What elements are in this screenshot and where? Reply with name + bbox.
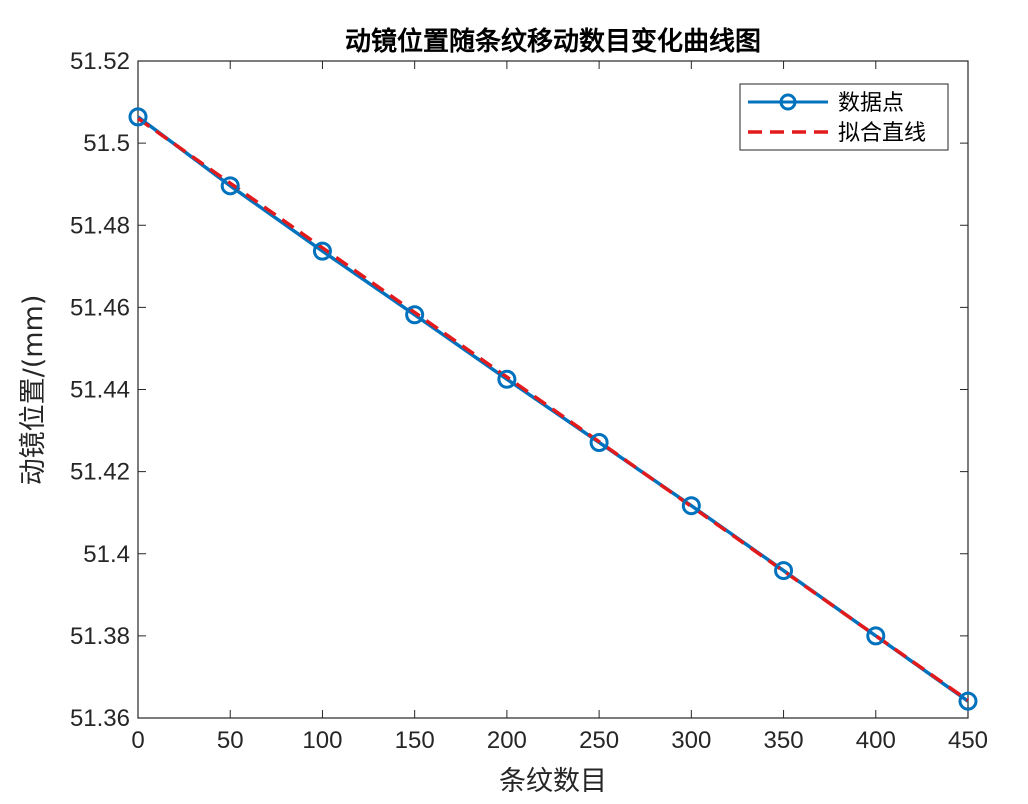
x-tick-label: 100 — [302, 727, 342, 754]
legend-label-data-points: 数据点 — [838, 91, 904, 116]
data-point-marker — [220, 176, 240, 196]
x-tick-label: 450 — [948, 727, 988, 754]
plot-area — [137, 60, 969, 719]
data-point-marker — [589, 432, 609, 452]
x-axis-label: 条纹数目 — [499, 766, 607, 797]
series-line-fit-line — [136, 117, 970, 702]
y-tick-label: 51.5 — [83, 130, 130, 157]
chart-title: 动镜位置随条纹移动数目变化曲线图 — [345, 26, 761, 57]
data-point-marker — [958, 691, 978, 711]
x-tick-label: 400 — [856, 727, 896, 754]
x-tick-label: 250 — [579, 727, 619, 754]
data-point-marker — [497, 369, 517, 389]
data-point-marker — [866, 626, 886, 646]
y-tick-label: 51.52 — [70, 48, 130, 75]
x-tick-label: 200 — [487, 727, 527, 754]
legend-marker-data-points — [779, 93, 797, 111]
legend-box — [739, 83, 949, 151]
y-tick-label: 51.46 — [70, 294, 130, 321]
y-axis-ticks: 51.36 51.38 51.4 51.42 51.44 51.46 51.48 51.5 51… — [70, 48, 968, 732]
x-tick-label: 50 — [217, 727, 244, 754]
x-tick-label: 300 — [671, 727, 711, 754]
data-point-marker — [681, 496, 701, 516]
y-axis-label: 动镜位置/(mm) — [18, 295, 49, 486]
legend: 数据点 拟合直线 — [739, 83, 949, 151]
data-point-marker — [128, 107, 148, 127]
legend-label-fit-line: 拟合直线 — [838, 121, 926, 146]
y-tick-label: 51.4 — [83, 541, 130, 568]
data-point-marker — [405, 305, 425, 325]
y-tick-label: 51.42 — [70, 459, 130, 486]
y-tick-label: 51.38 — [70, 623, 130, 650]
x-tick-label: 0 — [131, 727, 144, 754]
x-tick-label: 150 — [395, 727, 435, 754]
series-layer — [128, 107, 978, 711]
data-point-marker — [774, 561, 794, 581]
y-tick-label: 51.48 — [70, 212, 130, 239]
y-tick-label: 51.44 — [70, 377, 130, 404]
data-point-marker — [312, 241, 332, 261]
x-tick-label: 350 — [764, 727, 804, 754]
x-axis-ticks: 0 50 100 150 200 250 300 350 400 450 — [131, 61, 988, 754]
y-tick-label: 51.36 — [70, 705, 130, 732]
